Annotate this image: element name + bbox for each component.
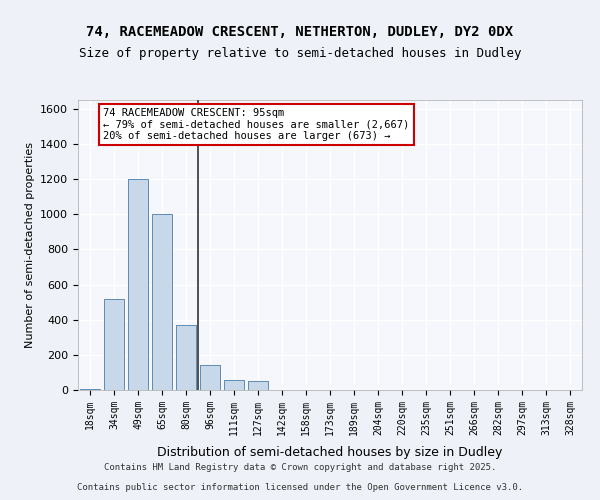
Bar [224,380,244,390]
Text: Size of property relative to semi-detached houses in Dudley: Size of property relative to semi-detach… [79,48,521,60]
Bar [152,214,172,390]
Bar [104,298,124,390]
Text: 74, RACEMEADOW CRESCENT, NETHERTON, DUDLEY, DY2 0DX: 74, RACEMEADOW CRESCENT, NETHERTON, DUDL… [86,25,514,39]
X-axis label: Distribution of semi-detached houses by size in Dudley: Distribution of semi-detached houses by … [157,446,503,459]
Bar [200,364,220,390]
Y-axis label: Number of semi-detached properties: Number of semi-detached properties [25,142,35,348]
Text: Contains public sector information licensed under the Open Government Licence v3: Contains public sector information licen… [77,484,523,492]
Bar [80,389,100,390]
Bar [128,179,148,390]
Text: Contains HM Land Registry data © Crown copyright and database right 2025.: Contains HM Land Registry data © Crown c… [104,464,496,472]
Bar [176,325,196,390]
Bar [248,381,268,390]
Text: 74 RACEMEADOW CRESCENT: 95sqm
← 79% of semi-detached houses are smaller (2,667)
: 74 RACEMEADOW CRESCENT: 95sqm ← 79% of s… [103,108,409,141]
